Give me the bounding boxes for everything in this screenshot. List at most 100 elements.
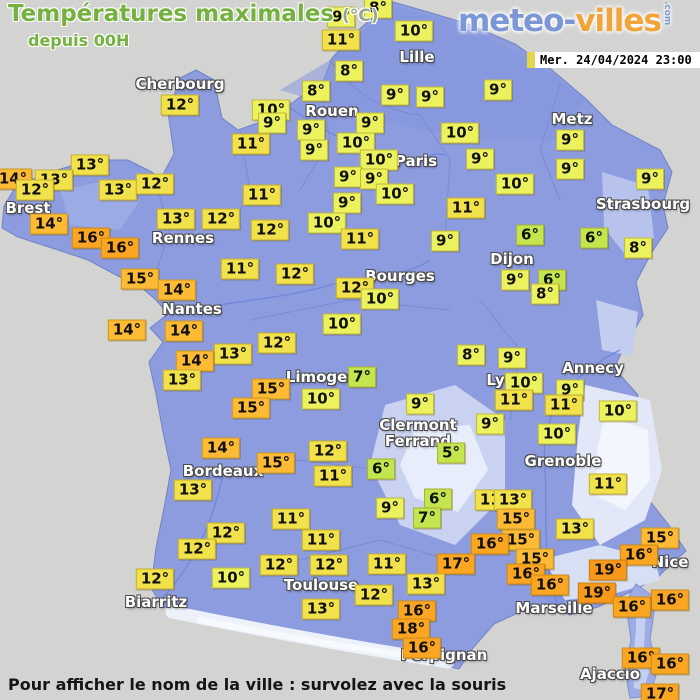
temp-label[interactable]: 11° [367, 553, 407, 575]
temp-label[interactable]: 6° [367, 458, 395, 480]
temp-label[interactable]: 10° [360, 288, 400, 310]
temp-label[interactable]: 9° [406, 393, 434, 415]
temp-label[interactable]: 11° [220, 258, 260, 280]
temp-label[interactable]: 9° [416, 86, 444, 108]
temp-label[interactable]: 10° [211, 567, 251, 589]
temp-label[interactable]: 10° [504, 372, 544, 394]
temp-label[interactable]: 14° [175, 350, 215, 372]
temp-label[interactable]: 11° [544, 394, 584, 416]
temp-label[interactable]: 13° [493, 489, 533, 511]
temp-label[interactable]: 8° [302, 80, 330, 102]
temp-label[interactable]: 9° [431, 230, 459, 252]
temp-label[interactable]: 11° [231, 133, 271, 155]
temp-label[interactable]: 17° [436, 553, 476, 575]
temp-label[interactable]: 9° [381, 84, 409, 106]
temp-label[interactable]: 10° [301, 388, 341, 410]
temp-label[interactable]: 16° [506, 563, 546, 585]
temp-label[interactable]: 10° [495, 173, 535, 195]
temp-label[interactable]: 8° [457, 344, 485, 366]
temp-label[interactable]: 16° [470, 533, 510, 555]
temp-label[interactable]: 8° [624, 237, 652, 259]
temp-label[interactable]: 13° [70, 154, 110, 176]
temp-label[interactable]: 10° [322, 313, 362, 335]
temp-label[interactable]: 16° [71, 227, 111, 249]
temp-label[interactable]: 16° [100, 237, 140, 259]
temp-label[interactable]: 11° [446, 197, 486, 219]
temp-label[interactable]: 9° [376, 497, 404, 519]
temp-label[interactable]: 15° [120, 268, 160, 290]
temp-label[interactable]: 12° [160, 94, 200, 116]
temp-label[interactable]: 9° [556, 129, 584, 151]
meteo-villes-logo[interactable]: meteo-villes.com [458, 1, 672, 39]
temp-label[interactable]: 8° [531, 283, 559, 305]
temp-label[interactable]: 16° [650, 653, 690, 675]
temp-label[interactable]: 11° [301, 529, 341, 551]
temp-label[interactable]: 15° [640, 527, 680, 549]
temp-label[interactable]: 12° [250, 219, 290, 241]
temp-label[interactable]: 8° [364, 0, 392, 19]
temp-label[interactable]: 9° [333, 192, 361, 214]
temp-label[interactable]: 14° [164, 320, 204, 342]
temp-label[interactable]: 15° [496, 508, 536, 530]
temp-label[interactable]: 11° [588, 473, 628, 495]
temp-label[interactable]: 10° [440, 122, 480, 144]
temp-label[interactable]: 12° [354, 584, 394, 606]
temp-label[interactable]: 9° [476, 413, 504, 435]
temp-label[interactable]: 9° [334, 166, 362, 188]
temp-label[interactable]: 11° [313, 465, 353, 487]
temp-label[interactable]: 18° [391, 618, 431, 640]
temp-label[interactable]: 9° [300, 139, 328, 161]
temp-label[interactable]: 9° [636, 168, 664, 190]
temp-label[interactable]: 16° [402, 637, 442, 659]
temp-label[interactable]: 11° [242, 184, 282, 206]
temp-label[interactable]: 12° [275, 263, 315, 285]
temp-label[interactable]: 10° [537, 423, 577, 445]
temp-label[interactable]: 11° [271, 508, 311, 530]
temp-label[interactable]: 12° [15, 179, 55, 201]
temp-label[interactable]: 14° [107, 319, 147, 341]
temp-label[interactable]: 12° [135, 568, 175, 590]
temp-label[interactable]: 19° [577, 582, 617, 604]
temp-label[interactable]: 10° [307, 212, 347, 234]
temp-label[interactable]: 16° [612, 596, 652, 618]
temp-label[interactable]: 10° [359, 149, 399, 171]
temp-label[interactable]: 19° [588, 559, 628, 581]
temp-label[interactable]: 12° [308, 440, 348, 462]
temp-label[interactable]: 14° [157, 279, 197, 301]
temp-label[interactable]: 5° [437, 442, 465, 464]
temp-label[interactable]: 12° [257, 332, 297, 354]
temp-label[interactable]: 7° [348, 366, 376, 388]
temp-label[interactable]: 6° [580, 227, 608, 249]
temp-label[interactable]: 14° [29, 213, 69, 235]
temp-label[interactable]: 12° [135, 173, 175, 195]
temp-label[interactable]: 8° [335, 60, 363, 82]
temp-label[interactable]: 6° [516, 224, 544, 246]
temp-label[interactable]: 10° [375, 183, 415, 205]
temp-label[interactable]: 12° [177, 538, 217, 560]
temp-label[interactable]: 9° [501, 269, 529, 291]
temp-label[interactable]: 9° [356, 112, 384, 134]
temp-label[interactable]: 16° [619, 544, 659, 566]
temp-label[interactable]: 9° [498, 347, 526, 369]
temp-label[interactable]: 11° [321, 29, 361, 51]
temp-label[interactable]: 13° [555, 518, 595, 540]
temp-label[interactable]: 16° [650, 589, 690, 611]
temp-label[interactable]: 12° [206, 522, 246, 544]
temp-label[interactable]: 10° [598, 400, 638, 422]
temp-label[interactable]: 12° [259, 554, 299, 576]
temp-label[interactable]: 9° [466, 148, 494, 170]
temp-label[interactable]: 9° [484, 79, 512, 101]
temp-label[interactable]: 13° [98, 179, 138, 201]
temp-label[interactable]: 12° [309, 554, 349, 576]
temp-label[interactable]: 13° [213, 343, 253, 365]
temp-label[interactable]: 14° [201, 437, 241, 459]
temp-label[interactable]: 9° [556, 158, 584, 180]
temp-label[interactable]: 15° [251, 378, 291, 400]
temp-label[interactable]: 6° [424, 488, 452, 510]
temp-label[interactable]: 13° [406, 573, 446, 595]
temp-label[interactable]: 13° [162, 369, 202, 391]
temp-label[interactable]: 15° [256, 452, 296, 474]
temp-label[interactable]: 11° [340, 228, 380, 250]
temp-label[interactable]: 9° [327, 6, 355, 28]
temp-label[interactable]: 11° [494, 389, 534, 411]
